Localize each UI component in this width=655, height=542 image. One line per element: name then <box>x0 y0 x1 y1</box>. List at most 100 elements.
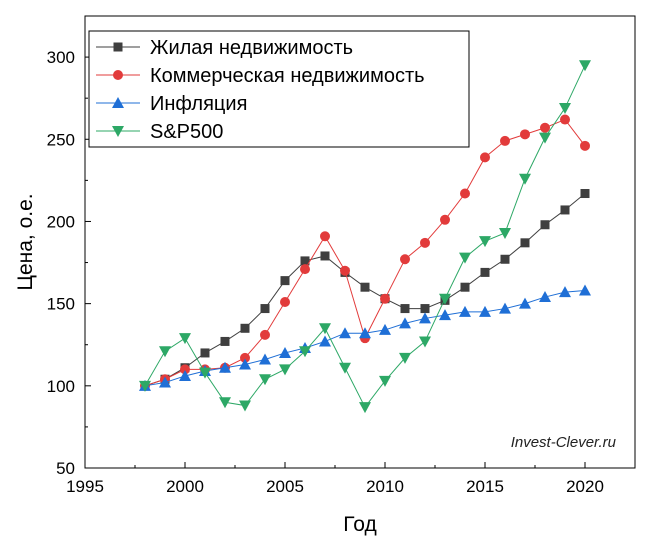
legend-label-4: S&P500 <box>150 121 223 143</box>
legend-box <box>88 30 470 148</box>
data-point-3-2003 <box>239 358 251 370</box>
series-layer <box>139 60 591 414</box>
data-point-2-2006 <box>300 264 310 275</box>
data-point-2-2008 <box>340 265 350 276</box>
data-point-1-2012 <box>420 304 430 314</box>
data-point-3-2007 <box>319 335 331 347</box>
data-point-1-2014 <box>460 282 470 292</box>
x-tick-label-2015: 2015 <box>466 477 504 496</box>
data-point-3-2010 <box>379 323 391 335</box>
x-tick-label-2005: 2005 <box>266 477 304 496</box>
data-point-2-2020 <box>580 140 590 151</box>
data-point-4-2001 <box>199 367 211 379</box>
data-point-1-2011 <box>400 304 410 314</box>
data-point-1-2015 <box>480 267 490 277</box>
data-point-1-2019 <box>560 205 570 215</box>
data-point-3-2008 <box>339 327 351 339</box>
plot-frame <box>84 15 636 469</box>
data-point-3-2017 <box>519 297 531 309</box>
y-axis-title: Цена, о.е. <box>14 193 37 290</box>
data-point-1-2007 <box>320 251 330 261</box>
legend: Жилая недвижимость Коммерческая недвижимо… <box>88 30 470 148</box>
data-point-3-2014 <box>459 305 471 317</box>
y-axis: 50 100 150 200 250 300 <box>47 48 91 478</box>
data-point-1-2001 <box>200 348 210 358</box>
data-point-4-1999 <box>159 346 171 358</box>
data-point-1-2006 <box>300 256 310 266</box>
legend-items: Жилая недвижимость Коммерческая недвижимо… <box>96 37 425 143</box>
data-point-1-2005 <box>280 276 290 286</box>
legend-marker-1 <box>113 42 123 52</box>
data-point-2-2015 <box>480 152 490 163</box>
data-point-2-2010 <box>380 293 390 304</box>
y-tick-label-150: 150 <box>47 295 75 314</box>
data-point-1-2018 <box>540 220 550 230</box>
x-tick-label-2000: 2000 <box>166 477 204 496</box>
data-point-4-1998 <box>139 380 151 392</box>
data-point-4-2017 <box>519 173 531 185</box>
data-point-4-2008 <box>339 362 351 374</box>
data-point-4-2012 <box>419 336 431 348</box>
y-tick-label-50: 50 <box>56 459 75 478</box>
data-point-4-2016 <box>499 227 511 239</box>
data-point-2-2018 <box>540 122 550 133</box>
data-point-3-2013 <box>439 309 451 321</box>
data-point-2-2007 <box>320 231 330 242</box>
data-point-3-2004 <box>259 353 271 365</box>
data-point-3-2020 <box>579 284 591 296</box>
data-point-4-2015 <box>479 236 491 248</box>
data-point-1-2009 <box>360 282 370 292</box>
data-point-3-2005 <box>279 346 291 358</box>
series-1 <box>140 189 590 391</box>
data-point-1-2004 <box>260 304 270 314</box>
data-point-3-2009 <box>359 327 371 339</box>
data-point-4-2020 <box>579 60 591 72</box>
data-point-4-2005 <box>279 364 291 376</box>
data-point-4-2010 <box>379 375 391 387</box>
data-point-4-2007 <box>319 323 331 335</box>
data-point-4-2011 <box>399 352 411 364</box>
data-point-2-2016 <box>500 135 510 146</box>
legend-marker-4 <box>112 126 124 137</box>
x-tick-label-2020: 2020 <box>566 477 604 496</box>
data-point-2-2014 <box>460 188 470 199</box>
legend-label-1: Жилая недвижимость <box>150 37 353 59</box>
data-point-3-2016 <box>499 302 511 314</box>
data-point-4-2014 <box>459 252 471 264</box>
data-point-1-2020 <box>580 189 590 199</box>
data-point-1-2017 <box>520 238 530 248</box>
legend-marker-2 <box>113 70 123 80</box>
x-tick-label-1995: 1995 <box>66 477 104 496</box>
data-point-2-2013 <box>440 214 450 225</box>
data-point-2-2004 <box>260 329 270 340</box>
data-point-3-2011 <box>399 317 411 329</box>
legend-label-2: Коммерческая недвижимость <box>150 65 425 87</box>
data-point-4-2009 <box>359 402 371 414</box>
data-point-2-2019 <box>560 114 570 125</box>
series-line-2 <box>144 118 586 387</box>
data-point-4-2019 <box>559 103 571 115</box>
data-point-1-2003 <box>240 323 250 333</box>
data-point-4-2013 <box>439 293 451 305</box>
data-point-1-2002 <box>220 336 230 346</box>
data-point-4-2004 <box>259 374 271 386</box>
data-point-2-2011 <box>400 254 410 265</box>
data-point-2-2012 <box>420 237 430 248</box>
data-point-2-2005 <box>280 296 290 307</box>
y-tick-label-250: 250 <box>47 130 75 149</box>
data-point-3-2002 <box>219 361 231 373</box>
x-axis: 1995 2000 2005 2010 2015 2020 <box>66 462 604 496</box>
watermark-text: Invest-Clever.ru <box>511 434 617 451</box>
data-point-4-2006 <box>299 346 311 358</box>
legend-marker-3 <box>112 97 124 108</box>
data-point-3-1999 <box>159 376 171 388</box>
data-point-2-2000 <box>180 364 190 375</box>
legend-label-3: Инфляция <box>150 93 247 115</box>
data-point-4-2000 <box>179 333 191 345</box>
x-tick-label-2010: 2010 <box>366 477 404 496</box>
y-tick-label-100: 100 <box>47 377 75 396</box>
data-point-4-2003 <box>239 400 251 412</box>
data-point-3-2015 <box>479 305 491 317</box>
data-point-1-2016 <box>500 254 510 264</box>
